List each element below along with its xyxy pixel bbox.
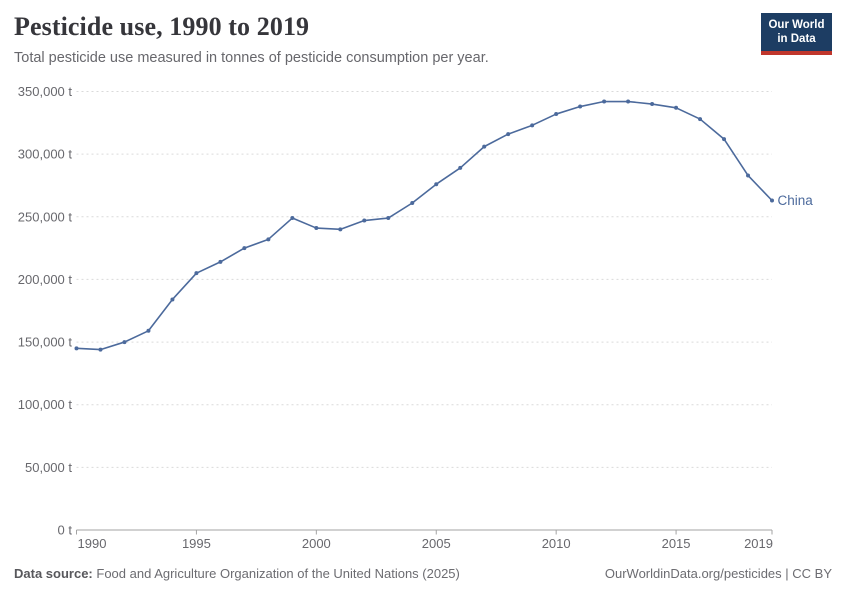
owid-logo-line2: in Data [777,32,816,45]
data-point[interactable] [290,216,295,221]
y-tick-label: 250,000 t [18,209,73,224]
x-tick-label: 2019 [744,536,773,551]
data-point[interactable] [458,165,463,170]
data-point[interactable] [530,123,535,128]
chart-header: Pesticide use, 1990 to 2019 Total pestic… [14,12,750,67]
data-point[interactable] [194,271,199,276]
data-point[interactable] [698,117,703,122]
data-point[interactable] [74,346,79,351]
series-label[interactable]: China [778,193,814,208]
data-point[interactable] [578,104,583,109]
data-point[interactable] [674,105,679,110]
owid-logo-line1: Our World [768,19,825,31]
data-point[interactable] [650,102,655,107]
data-point[interactable] [386,216,391,221]
data-point[interactable] [242,246,247,251]
owid-logo: Our World in Data [761,13,832,55]
data-point[interactable] [746,173,751,178]
chart-title: Pesticide use, 1990 to 2019 [14,12,310,41]
data-point[interactable] [554,112,559,117]
y-tick-label: 200,000 t [18,272,73,287]
data-point[interactable] [122,340,127,345]
chart-subtitle: Total pesticide use measured in tonnes o… [14,50,489,66]
series-line[interactable] [75,100,773,351]
data-point[interactable] [338,227,343,232]
data-point[interactable] [146,328,151,333]
data-source-label: Data source: [14,566,93,581]
x-tick-label: 2015 [662,536,691,551]
data-source-text: Food and Agriculture Organization of the… [96,566,460,581]
data-source: Data source: Food and Agriculture Organi… [14,566,460,581]
data-point[interactable] [314,226,319,231]
data-point[interactable] [602,99,607,104]
x-tick-label: 2005 [422,536,451,551]
y-tick-label: 300,000 t [18,147,73,162]
data-point[interactable] [482,144,487,149]
y-tick-label: 0 t [58,523,73,538]
chart-footer: Data source: Food and Agriculture Organi… [14,566,832,581]
data-point[interactable] [266,237,271,242]
data-point[interactable] [434,182,439,187]
data-point[interactable] [506,132,511,137]
y-tick-label: 150,000 t [18,335,73,350]
x-tick-label: 1990 [78,536,107,551]
data-point[interactable] [98,347,103,352]
data-point[interactable] [722,137,727,142]
y-tick-label: 350,000 t [18,84,73,99]
x-tick-label: 1995 [182,536,211,551]
data-point[interactable] [410,201,415,206]
data-point[interactable] [770,198,774,203]
footer-attribution-link[interactable]: OurWorldinData.org/pesticides | CC BY [604,566,832,581]
x-tick-label: 2000 [302,536,331,551]
x-tick-label: 2010 [542,536,571,551]
data-point[interactable] [218,259,223,264]
y-tick-label: 50,000 t [25,460,72,475]
data-point[interactable] [626,99,631,104]
data-point[interactable] [362,218,367,223]
data-point[interactable] [170,297,175,302]
y-tick-label: 100,000 t [18,397,73,412]
